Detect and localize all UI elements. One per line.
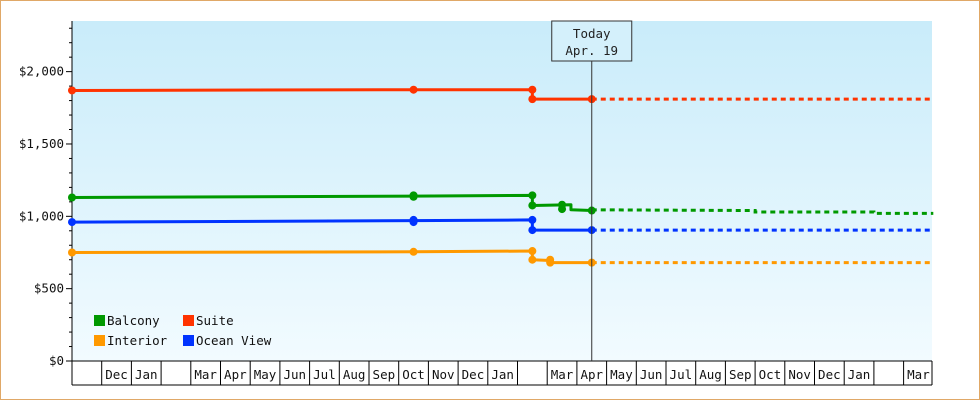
data-point [528, 255, 537, 264]
series-balcony [68, 191, 934, 215]
x-month-label: Jan [491, 367, 514, 382]
data-point [68, 193, 76, 202]
x-month-label: Dec [818, 367, 841, 382]
forecast-line [591, 208, 934, 215]
legend-item: Interior [94, 333, 168, 348]
legend-swatch [94, 335, 105, 346]
data-point [528, 215, 537, 224]
x-month-label: Mar [551, 367, 574, 382]
x-month-label: Jan [135, 367, 158, 382]
today-date: Apr. 19 [565, 43, 618, 58]
x-month-label: Oct [759, 367, 782, 382]
data-point [68, 218, 76, 227]
x-month-label: Apr [224, 367, 247, 382]
legend-item: Suite [183, 313, 234, 328]
x-axis: Dec Jan Mar Apr May Jun Jul Aug Sep Oct Nov Dec Jan M… [71, 360, 933, 386]
x-month-label: Mar [907, 367, 930, 382]
legend-label: Interior [107, 333, 168, 348]
data-point [409, 85, 418, 94]
data-point [528, 85, 537, 94]
x-month-label: Jan [848, 367, 871, 382]
data-point [68, 86, 76, 95]
x-month-label: Aug [699, 367, 722, 382]
data-point [528, 191, 537, 200]
x-month-label: Jul [670, 367, 693, 382]
x-month-label: Dec [105, 367, 128, 382]
data-point [68, 248, 76, 257]
data-point [528, 95, 537, 104]
x-month-label: Sep [373, 367, 396, 382]
data-point [528, 226, 537, 235]
today-box [551, 20, 633, 62]
y-tick-label: $1,500 [19, 136, 64, 151]
x-month-label: Jun [283, 367, 306, 382]
x-month-label: Dec [462, 367, 485, 382]
legend-swatch [183, 335, 194, 346]
legend-item: Ocean View [183, 333, 272, 348]
legend-swatch [94, 315, 105, 326]
x-month-label: Nov [432, 367, 455, 382]
data-point [409, 191, 418, 200]
series-layer [68, 85, 934, 267]
data-point [409, 215, 418, 224]
x-month-label: Nov [788, 367, 811, 382]
plot-background [72, 21, 932, 361]
y-tick-label: $0 [49, 353, 64, 368]
x-month-label: Jul [313, 367, 336, 382]
series-interior [68, 247, 934, 267]
legend-label: Balcony [107, 313, 160, 328]
data-point [558, 205, 567, 214]
x-month-label: Jun [640, 367, 663, 382]
legend-label: Suite [196, 313, 234, 328]
data-point [528, 247, 537, 256]
legend-item: Balcony [94, 313, 160, 328]
y-tick-label: $2,000 [19, 64, 64, 79]
x-month-label: May [610, 367, 633, 382]
y-tick-label: $1,000 [19, 208, 64, 223]
series-suite [68, 85, 934, 104]
x-month-label: May [254, 367, 277, 382]
x-month-label: Oct [402, 367, 425, 382]
x-month-label: Apr [580, 367, 603, 382]
x-month-label: Aug [343, 367, 366, 382]
y-tick-label: $500 [34, 281, 64, 296]
x-month-label: Sep [729, 367, 752, 382]
today-marker: Today Apr. 19 [551, 20, 633, 361]
legend-label: Ocean View [196, 333, 272, 348]
data-point [528, 201, 537, 210]
data-point [409, 247, 418, 256]
legend-swatch [183, 315, 194, 326]
y-axis: $0 $500 $1,000 $1,500 $2,000 [19, 21, 73, 368]
data-point [546, 258, 555, 267]
series-ocean-view [68, 215, 934, 235]
x-month-label: Mar [194, 367, 217, 382]
legend: Balcony Suite Interior Ocean View [94, 313, 272, 348]
today-label: Today [573, 26, 611, 41]
